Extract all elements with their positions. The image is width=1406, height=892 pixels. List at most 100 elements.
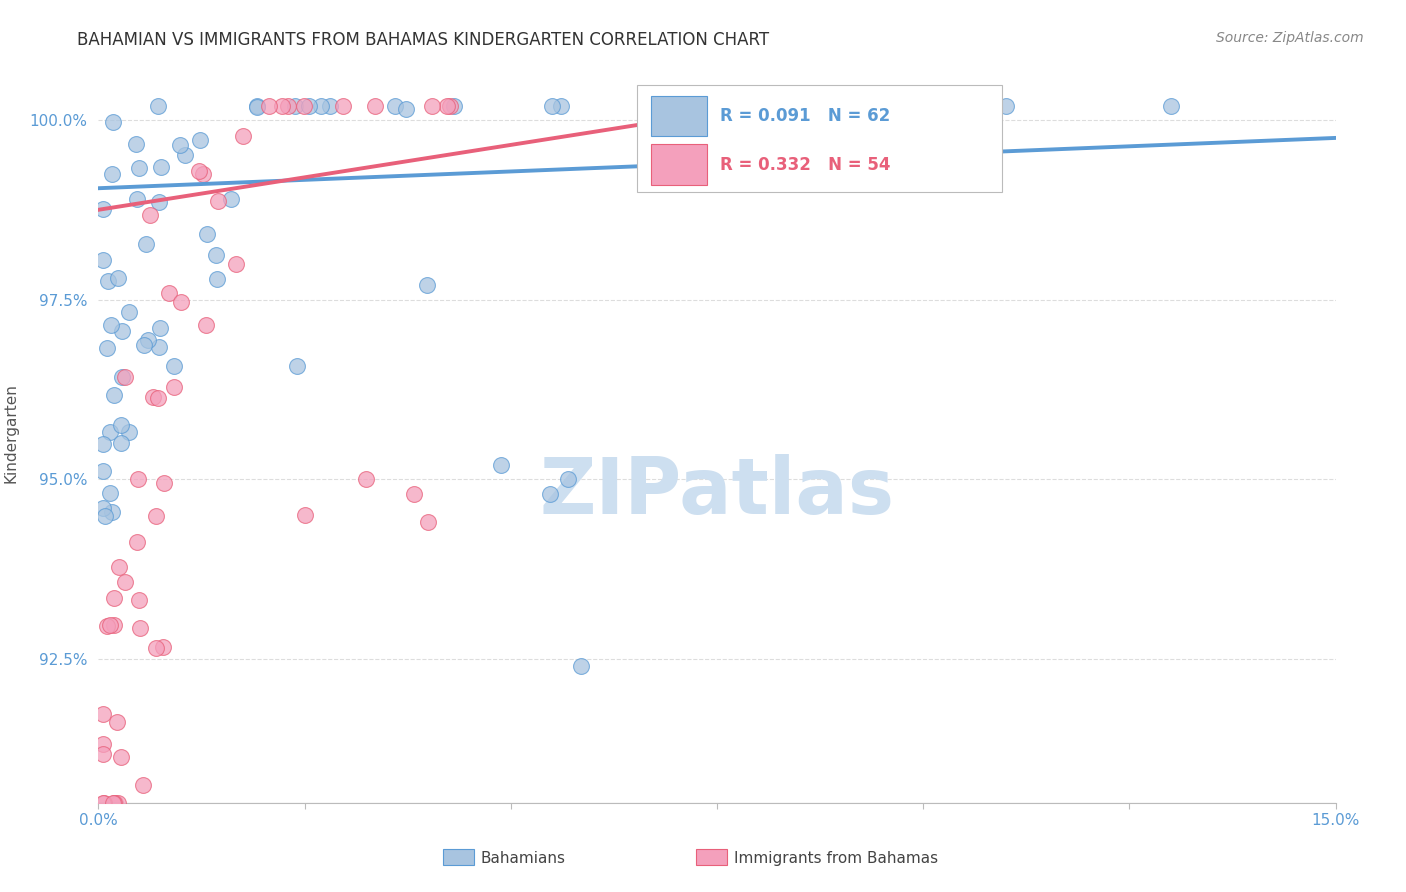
- Point: [110, 436, 132, 450]
- Point: [101, 168, 124, 182]
- Point: [91, 747, 114, 761]
- Point: [354, 472, 377, 486]
- Point: [332, 98, 354, 112]
- Point: [436, 98, 458, 112]
- Point: [100, 318, 122, 333]
- Point: [188, 164, 211, 178]
- Point: [104, 796, 127, 810]
- Point: [107, 271, 129, 285]
- Point: [170, 295, 193, 310]
- Point: [97, 274, 120, 288]
- Point: [169, 137, 191, 152]
- Point: [101, 115, 124, 129]
- Point: [139, 208, 162, 222]
- Point: [152, 476, 174, 491]
- Point: [132, 338, 155, 352]
- Point: [285, 359, 308, 373]
- Point: [953, 98, 976, 112]
- Point: [91, 252, 114, 267]
- Point: [271, 98, 294, 112]
- Point: [191, 167, 214, 181]
- Point: [136, 333, 159, 347]
- Point: [96, 341, 118, 355]
- Point: [246, 100, 269, 114]
- Point: [148, 194, 170, 209]
- Point: [550, 98, 572, 112]
- Point: [538, 486, 561, 500]
- Point: [1160, 98, 1182, 112]
- Point: [96, 618, 118, 632]
- Point: [125, 136, 148, 151]
- Point: [232, 129, 254, 144]
- Point: [93, 796, 115, 810]
- Point: [110, 418, 132, 433]
- Point: [402, 486, 425, 500]
- Bar: [651, 95, 707, 136]
- Point: [91, 464, 114, 478]
- Point: [128, 161, 150, 176]
- Point: [91, 706, 114, 721]
- Point: [152, 640, 174, 654]
- Point: [103, 796, 125, 810]
- Point: [197, 227, 219, 241]
- Point: [384, 98, 406, 112]
- Point: [569, 659, 592, 673]
- Point: [219, 192, 242, 206]
- Point: [489, 458, 512, 472]
- Point: [94, 508, 117, 523]
- Text: BAHAMIAN VS IMMIGRANTS FROM BAHAMAS KINDERGARTEN CORRELATION CHART: BAHAMIAN VS IMMIGRANTS FROM BAHAMAS KIND…: [77, 31, 769, 49]
- Point: [174, 147, 197, 161]
- Point: [294, 98, 316, 112]
- Point: [148, 340, 170, 354]
- Point: [114, 370, 136, 384]
- Text: R = 0.091   N = 62: R = 0.091 N = 62: [720, 107, 890, 125]
- Point: [118, 425, 141, 440]
- Point: [103, 618, 125, 632]
- Point: [994, 98, 1017, 112]
- Point: [117, 305, 139, 319]
- Point: [91, 202, 114, 216]
- Point: [128, 621, 150, 635]
- Text: Bahamians: Bahamians: [481, 851, 565, 865]
- Text: Immigrants from Bahamas: Immigrants from Bahamas: [734, 851, 938, 865]
- Point: [318, 98, 340, 112]
- Point: [111, 324, 134, 338]
- Text: ZIPatlas: ZIPatlas: [540, 454, 894, 530]
- Point: [107, 796, 129, 810]
- Point: [912, 98, 935, 112]
- Point: [91, 436, 114, 450]
- Point: [149, 320, 172, 334]
- Point: [145, 641, 167, 656]
- Point: [105, 714, 128, 729]
- Point: [257, 98, 280, 112]
- Point: [125, 193, 148, 207]
- Point: [681, 98, 703, 112]
- Point: [163, 359, 186, 373]
- Point: [277, 98, 299, 112]
- Point: [135, 237, 157, 252]
- Point: [706, 98, 728, 112]
- Point: [91, 500, 114, 515]
- Point: [110, 750, 132, 764]
- Point: [420, 98, 443, 112]
- Point: [103, 591, 125, 605]
- Point: [132, 778, 155, 792]
- Point: [418, 516, 440, 530]
- Point: [145, 508, 167, 523]
- Point: [142, 390, 165, 404]
- Point: [98, 485, 121, 500]
- Point: [148, 392, 170, 406]
- Point: [127, 535, 149, 549]
- Point: [108, 559, 131, 574]
- Point: [127, 472, 149, 486]
- Point: [541, 98, 564, 112]
- Bar: [651, 144, 707, 185]
- Point: [100, 505, 122, 519]
- Point: [294, 508, 316, 523]
- Point: [246, 98, 269, 112]
- Point: [284, 98, 307, 112]
- Point: [443, 98, 465, 112]
- Point: [188, 132, 211, 146]
- Point: [225, 256, 247, 270]
- Point: [149, 161, 172, 175]
